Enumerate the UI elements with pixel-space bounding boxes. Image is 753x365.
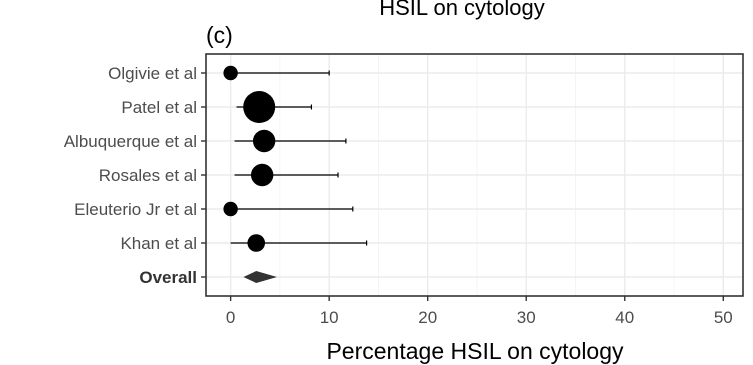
y-tick-label: Patel et al	[121, 98, 197, 117]
y-tick-label: Olgivie et al	[108, 64, 197, 83]
overall-diamond	[243, 271, 277, 283]
y-tick-label: Eleuterio Jr et al	[74, 200, 197, 219]
study-point	[223, 65, 238, 81]
data-marks	[223, 65, 368, 283]
study-point	[223, 201, 238, 217]
study-point	[250, 163, 274, 187]
x-axis: 0 10 20 30 40 50	[226, 296, 733, 327]
y-tick-label: Rosales et al	[99, 166, 197, 185]
chart-title-fragment: HSIL on cytology	[379, 0, 545, 20]
y-tick-label: Albuquerque et al	[64, 132, 197, 151]
y-tick-label: Khan et al	[120, 234, 197, 253]
x-tick-label: 20	[418, 308, 437, 327]
plot-area	[205, 53, 744, 297]
study-point	[243, 91, 276, 123]
y-axis: Olgivie et al Patel et al Albuquerque et a…	[64, 64, 206, 287]
study-point	[252, 129, 276, 153]
x-axis-label: Percentage HSIL on cytology	[326, 338, 624, 364]
x-tick-label: 50	[714, 308, 733, 327]
y-tick-label-overall: Overall	[139, 268, 197, 287]
x-tick-label: 30	[517, 308, 536, 327]
x-tick-label: 40	[615, 308, 634, 327]
study-point	[247, 234, 266, 252]
x-tick-label: 10	[320, 308, 339, 327]
x-tick-label: 0	[226, 308, 235, 327]
panel-label: (c)	[206, 22, 233, 48]
